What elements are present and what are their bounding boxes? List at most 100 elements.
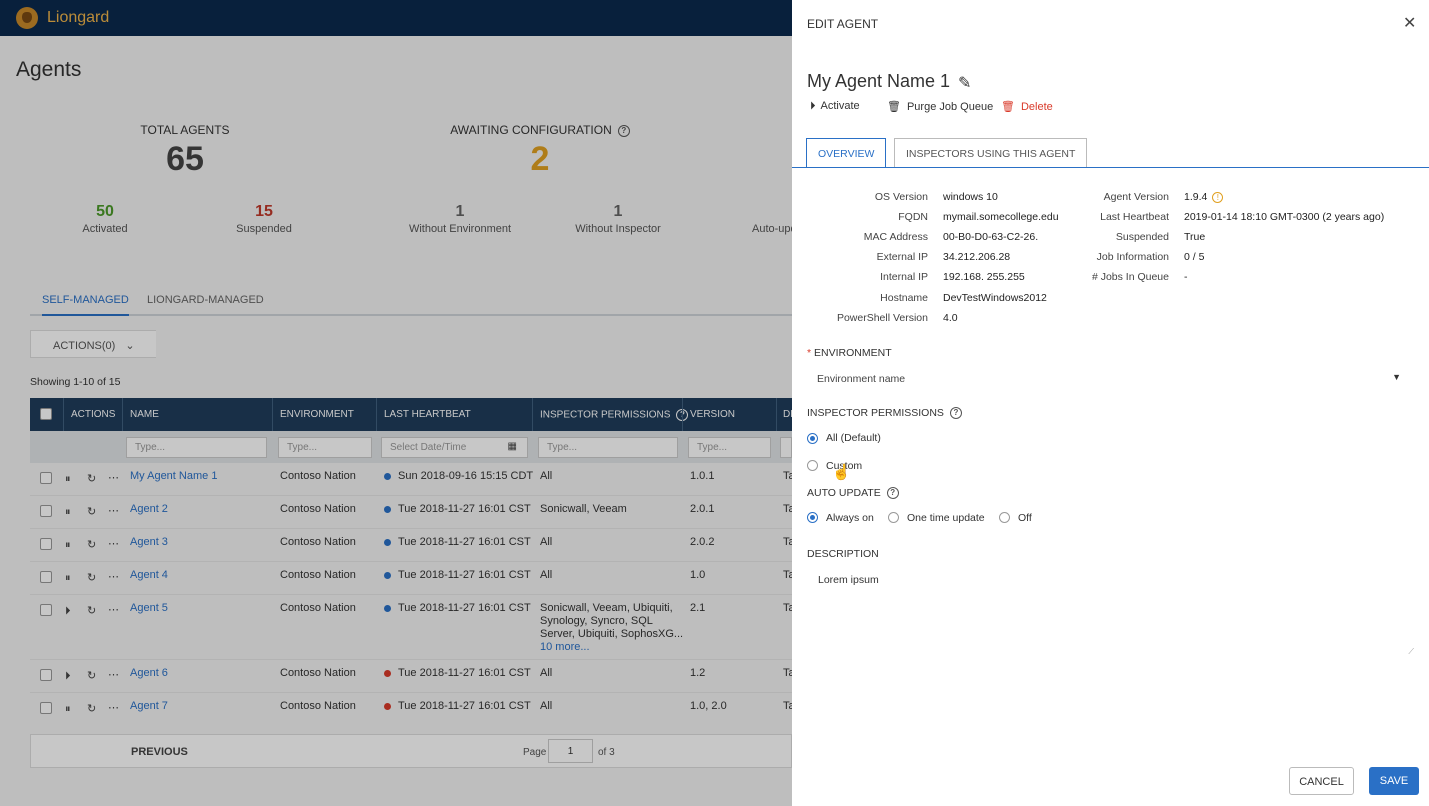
select-all-checkbox[interactable] — [40, 408, 52, 420]
agent-name-link[interactable]: Agent 5 — [130, 602, 168, 614]
table-row[interactable]: ⏸ ↻ ⋯ Agent 7 Contoso Nation Tue 2018-11… — [30, 693, 795, 726]
description-cell: Ta — [783, 536, 795, 548]
refresh-icon[interactable]: ↻ — [87, 703, 97, 715]
row-checkbox[interactable] — [40, 604, 52, 616]
more-options-icon[interactable]: ⋯ — [108, 538, 119, 550]
inspector-permissions-section: INSPECTOR PERMISSIONS? — [807, 407, 962, 420]
agent-name-link[interactable]: Agent 2 — [130, 503, 168, 515]
col-name[interactable]: NAME — [130, 409, 159, 420]
environment-select[interactable]: Environment name ▼ — [807, 366, 1407, 392]
purge-label: Purge Job Queue — [906, 101, 994, 113]
page-number-input[interactable]: 1 — [548, 739, 593, 763]
environment-cell: Contoso Nation — [280, 569, 356, 581]
play-icon[interactable]: ⏵ — [65, 670, 71, 682]
col-description[interactable]: DE — [783, 409, 792, 420]
row-checkbox[interactable] — [40, 472, 52, 484]
pause-icon[interactable]: ⏸ — [65, 473, 71, 485]
table-row[interactable]: ⏸ ↻ ⋯ My Agent Name 1 Contoso Nation Sun… — [30, 463, 795, 496]
more-options-icon[interactable]: ⋯ — [108, 472, 119, 484]
help-icon[interactable]: ? — [617, 124, 630, 137]
previous-page-button[interactable]: PREVIOUS — [131, 746, 188, 758]
activate-action[interactable]: ⏵ Activate — [810, 100, 860, 113]
auto-update-always-radio[interactable] — [807, 512, 818, 523]
col-environment[interactable]: ENVIRONMENT — [280, 409, 354, 420]
permissions-custom-radio[interactable] — [807, 460, 818, 471]
auto-update-off-radio[interactable] — [999, 512, 1010, 523]
actions-dropdown[interactable]: ACTIONS(0) ⌄ — [30, 330, 156, 358]
auto-update-once-label[interactable]: One time update — [907, 512, 985, 524]
modal-backdrop[interactable] — [0, 0, 792, 806]
table-row[interactable]: ⏵ ↻ ⋯ Agent 5 Contoso Nation Tue 2018-11… — [30, 595, 795, 660]
heartbeat-filter-input[interactable]: Select Date/Time ▦ — [381, 437, 528, 458]
permissions-line: Sonicwall, Veeam, Ubiquiti, — [540, 602, 673, 614]
row-checkbox[interactable] — [40, 669, 52, 681]
table-row[interactable]: ⏸ ↻ ⋯ Agent 2 Contoso Nation Tue 2018-11… — [30, 496, 795, 529]
warning-icon[interactable]: ! — [1212, 192, 1224, 203]
tab-liongard-managed[interactable]: LIONGARD-MANAGED — [147, 294, 264, 306]
pause-icon[interactable]: ⏸ — [65, 703, 71, 715]
environment-filter-input[interactable]: Type... — [278, 437, 372, 458]
refresh-icon[interactable]: ↻ — [87, 670, 97, 682]
description-cell: Ta — [783, 503, 795, 515]
refresh-icon[interactable]: ↻ — [87, 506, 97, 518]
tab-self-managed[interactable]: SELF-MANAGED — [42, 294, 129, 316]
auto-update-off-label[interactable]: Off — [1018, 512, 1032, 524]
more-options-icon[interactable]: ⋯ — [108, 702, 119, 714]
refresh-icon[interactable]: ↻ — [87, 473, 97, 485]
version-filter-input[interactable]: Type... — [688, 437, 771, 458]
lion-logo-icon[interactable] — [16, 7, 38, 29]
refresh-icon[interactable]: ↻ — [87, 572, 97, 584]
help-icon[interactable]: ? — [886, 487, 899, 500]
play-circle-icon: ⏵ — [810, 100, 816, 112]
auto-update-always-label[interactable]: Always on — [826, 512, 874, 524]
description-textarea[interactable]: Lorem ipsum ⟋ — [807, 566, 1416, 658]
agent-name-link[interactable]: Agent 6 — [130, 667, 168, 679]
permissions-all-radio[interactable] — [807, 433, 818, 444]
refresh-icon[interactable]: ↻ — [87, 605, 97, 617]
agent-name-link[interactable]: Agent 4 — [130, 569, 168, 581]
more-options-icon[interactable]: ⋯ — [108, 604, 119, 616]
agent-name-link[interactable]: Agent 3 — [130, 536, 168, 548]
col-last-heartbeat[interactable]: LAST HEARTBEAT — [384, 409, 471, 420]
table-row[interactable]: ⏸ ↻ ⋯ Agent 4 Contoso Nation Tue 2018-11… — [30, 562, 795, 595]
more-options-icon[interactable]: ⋯ — [108, 505, 119, 517]
description-filter-input[interactable] — [780, 437, 792, 458]
table-row[interactable]: ⏸ ↻ ⋯ Agent 3 Contoso Nation Tue 2018-11… — [30, 529, 795, 562]
permissions-cell: All — [540, 470, 553, 482]
tab-inspectors-using-agent[interactable]: INSPECTORS USING THIS AGENT — [894, 138, 1088, 168]
row-checkbox[interactable] — [40, 505, 52, 517]
resize-handle-icon[interactable]: ⟋ — [1408, 647, 1414, 656]
permissions-all-label[interactable]: All (Default) — [826, 432, 881, 444]
caret-down-icon: ▼ — [1392, 372, 1401, 382]
pause-icon[interactable]: ⏸ — [65, 539, 71, 551]
agent-name-link[interactable]: My Agent Name 1 — [130, 470, 218, 482]
name-filter-input[interactable]: Type... — [126, 437, 267, 458]
col-version[interactable]: VERSION — [690, 409, 736, 420]
delete-action[interactable]: 🗑 Delete — [1001, 100, 1053, 113]
help-icon[interactable]: ? — [949, 407, 962, 420]
auto-update-once-radio[interactable] — [888, 512, 899, 523]
row-checkbox[interactable] — [40, 702, 52, 714]
purge-job-queue-action[interactable]: 🗑 Purge Job Queue — [887, 100, 993, 113]
brand-name[interactable]: Liongard — [47, 9, 110, 26]
close-icon[interactable]: ✕ — [1403, 15, 1417, 32]
edit-pencil-icon[interactable]: ✎ — [958, 75, 972, 92]
refresh-icon[interactable]: ↻ — [87, 539, 97, 551]
permissions-custom-label[interactable]: Custom — [826, 460, 863, 472]
save-button[interactable]: SAVE — [1369, 767, 1419, 795]
table-row[interactable]: ⏵ ↻ ⋯ Agent 6 Contoso Nation Tue 2018-11… — [30, 660, 795, 693]
more-options-icon[interactable]: ⋯ — [108, 571, 119, 583]
without-environment-label: Without Environment — [408, 223, 512, 235]
tab-overview[interactable]: OVERVIEW — [806, 138, 887, 168]
permissions-filter-input[interactable]: Type... — [538, 437, 678, 458]
agent-name-link[interactable]: Agent 7 — [130, 700, 168, 712]
play-icon[interactable]: ⏵ — [65, 605, 71, 617]
row-checkbox[interactable] — [40, 538, 52, 550]
calendar-icon[interactable]: ▦ — [507, 441, 517, 452]
row-checkbox[interactable] — [40, 571, 52, 583]
pause-icon[interactable]: ⏸ — [65, 506, 71, 518]
pause-icon[interactable]: ⏸ — [65, 572, 71, 584]
cancel-button[interactable]: CANCEL — [1289, 767, 1354, 795]
more-options-icon[interactable]: ⋯ — [108, 669, 119, 681]
more-permissions-link[interactable]: 10 more... — [540, 641, 590, 653]
